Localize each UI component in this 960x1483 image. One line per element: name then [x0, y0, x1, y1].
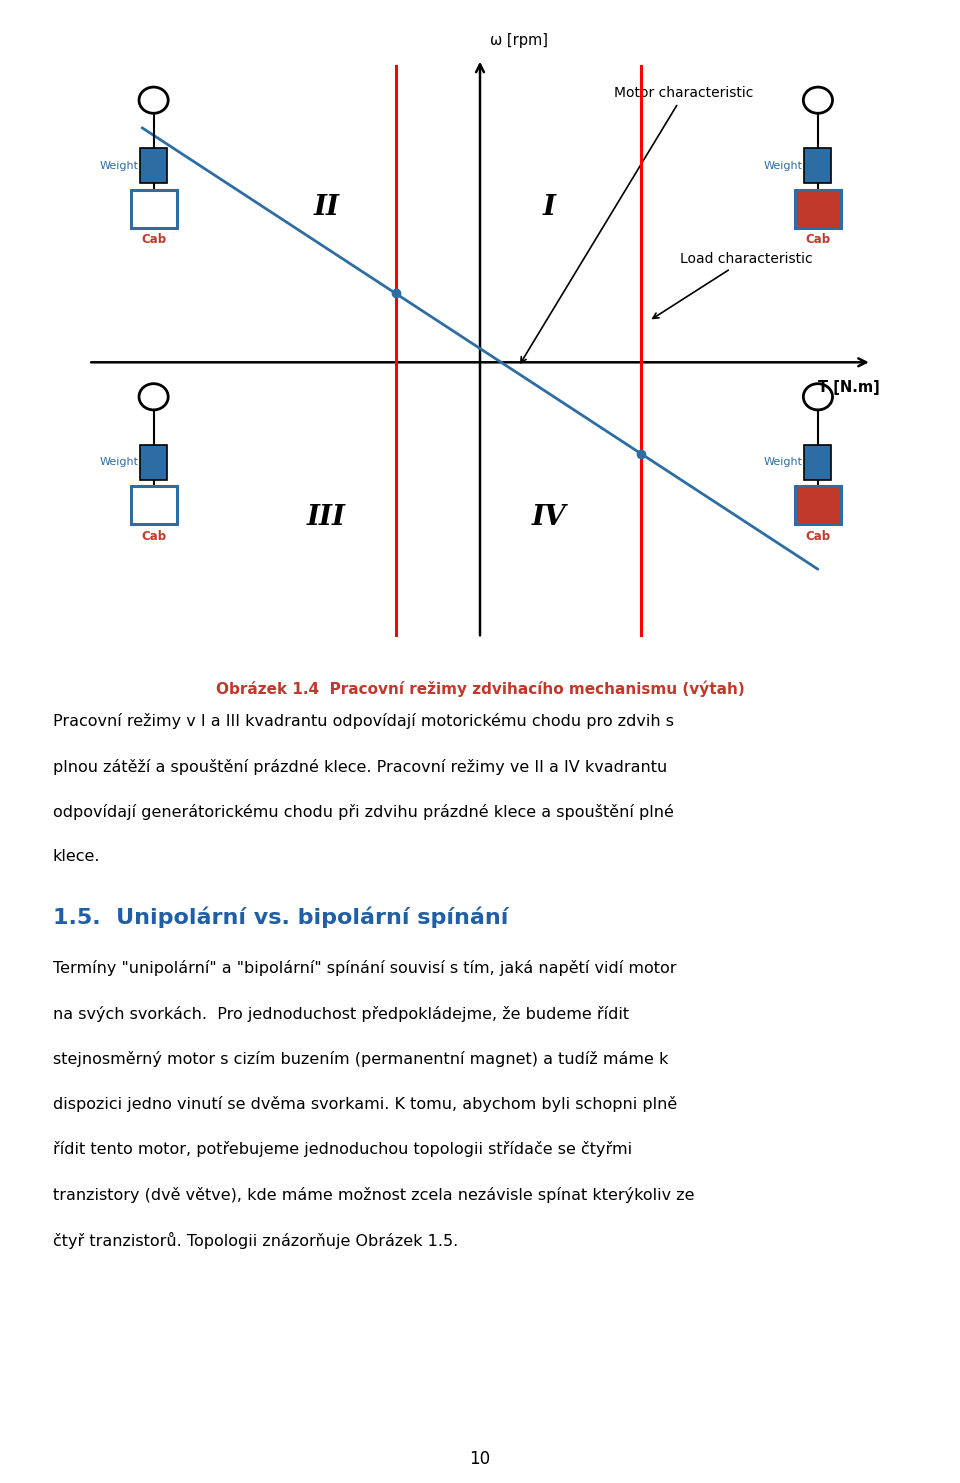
Text: plnou zátěží a spouštění prázdné klece. Pracovní režimy ve II a IV kvadrantu: plnou zátěží a spouštění prázdné klece. … [53, 759, 667, 774]
Text: řídit tento motor, potřebujeme jednoduchou topologii střídače se čtyřmi: řídit tento motor, potřebujeme jednoduch… [53, 1142, 632, 1157]
Bar [795, 486, 841, 525]
Text: III: III [307, 504, 346, 531]
Text: klece.: klece. [53, 850, 100, 865]
Text: odpovídají generátorickému chodu při zdvihu prázdné klece a spouštění plné: odpovídají generátorickému chodu při zdv… [53, 804, 674, 820]
Text: dispozici jedno vinutí se dvěma svorkami. K tomu, abychom byli schopni plně: dispozici jedno vinutí se dvěma svorkami… [53, 1096, 677, 1112]
Text: Weight: Weight [763, 457, 803, 467]
Text: stejnosměrný motor s cizím buzením (permanentní magnet) a tudíž máme k: stejnosměrný motor s cizím buzením (perm… [53, 1051, 668, 1066]
Text: Cab: Cab [805, 529, 830, 543]
Text: Motor characteristic: Motor characteristic [521, 86, 754, 363]
Text: Load characteristic: Load characteristic [653, 252, 812, 319]
Text: IV: IV [532, 504, 566, 531]
Bar [804, 148, 831, 182]
Text: Cab: Cab [141, 233, 166, 246]
Text: Weight: Weight [763, 160, 803, 171]
Text: ω [rpm]: ω [rpm] [490, 34, 547, 49]
Bar [131, 486, 177, 525]
Text: 10: 10 [469, 1450, 491, 1468]
Text: I: I [542, 194, 556, 221]
Text: T [N.m]: T [N.m] [818, 380, 879, 394]
Text: Pracovní režimy v I a III kvadrantu odpovídají motorickému chodu pro zdvih s: Pracovní režimy v I a III kvadrantu odpo… [53, 713, 674, 730]
Bar [140, 445, 167, 479]
Bar [795, 190, 841, 228]
Text: Cab: Cab [141, 529, 166, 543]
Text: II: II [313, 194, 340, 221]
Text: 1.5.  Unipolární vs. bipolární spínání: 1.5. Unipolární vs. bipolární spínání [53, 908, 508, 928]
Text: Weight: Weight [99, 160, 138, 171]
Bar [804, 445, 831, 479]
Text: čtyř tranzistorů. Topologii znázorňuje Obrázek 1.5.: čtyř tranzistorů. Topologii znázorňuje O… [53, 1232, 458, 1249]
Text: Obrázek 1.4  Pracovní režimy zdvihacího mechanismu (výtah): Obrázek 1.4 Pracovní režimy zdvihacího m… [216, 681, 744, 697]
Text: Termíny "unipolární" a "bipolární" spínání souvisí s tím, jaká napětí vidí motor: Termíny "unipolární" a "bipolární" spíná… [53, 961, 676, 976]
Text: Cab: Cab [805, 233, 830, 246]
Text: Weight: Weight [99, 457, 138, 467]
Text: na svých svorkách.  Pro jednoduchost předpokládejme, že budeme řídit: na svých svorkách. Pro jednoduchost před… [53, 1005, 629, 1022]
Bar [131, 190, 177, 228]
Bar [140, 148, 167, 182]
Text: tranzistory (dvě větve), kde máme možnost zcela nezávisle spínat kterýkoliv ze: tranzistory (dvě větve), kde máme možnos… [53, 1186, 694, 1203]
